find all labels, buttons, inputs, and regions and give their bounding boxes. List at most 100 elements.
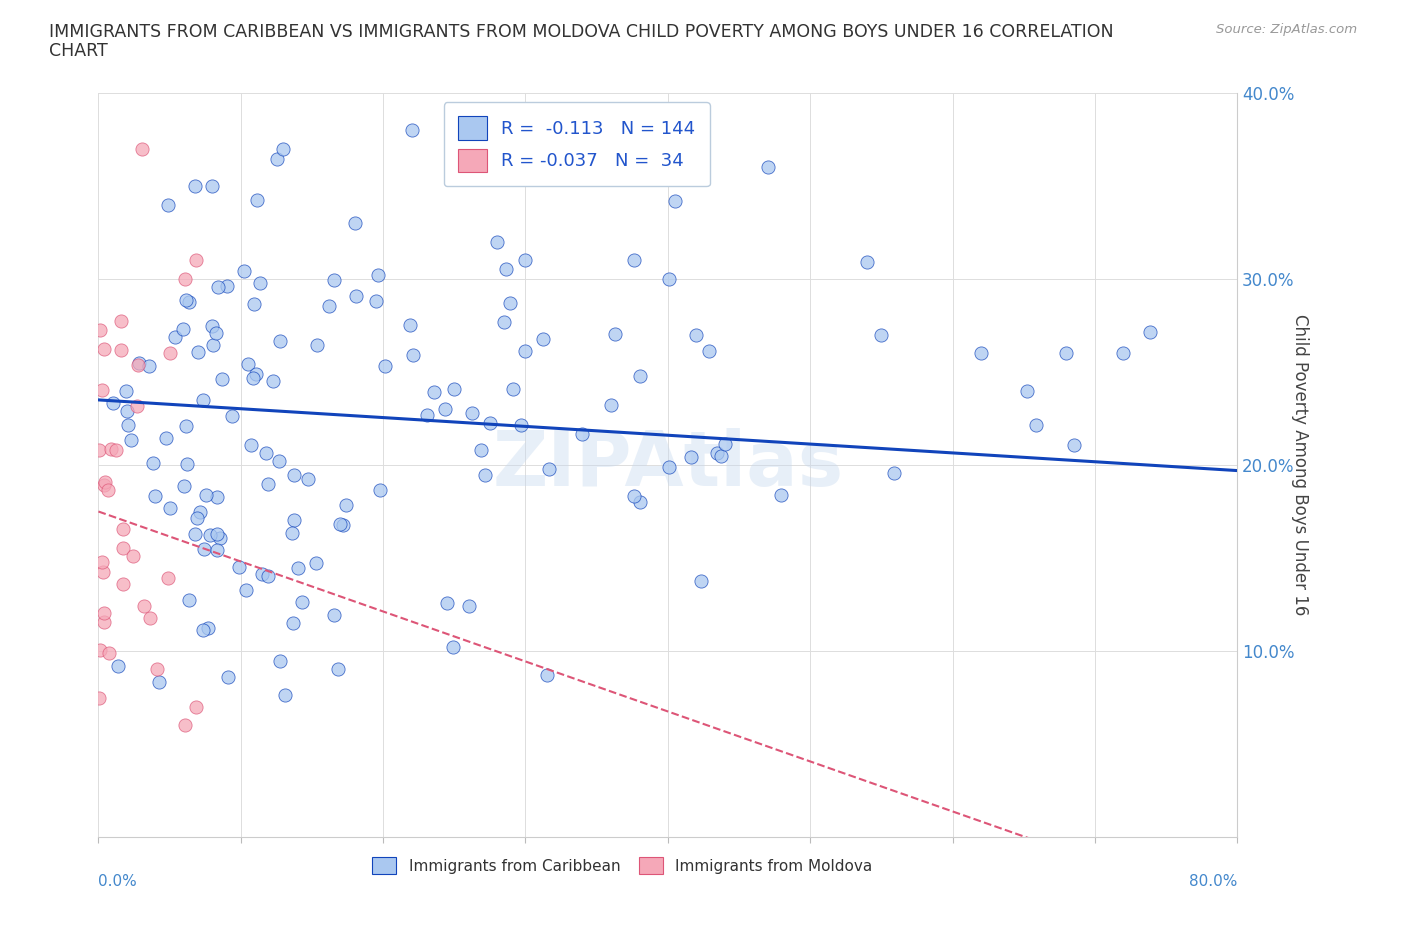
Point <box>191 393 214 408</box>
Point <box>148 674 170 689</box>
Point <box>262 373 284 388</box>
Point <box>297 472 319 486</box>
Point <box>207 279 229 294</box>
Point <box>101 395 124 410</box>
Point <box>323 272 346 287</box>
Point <box>250 566 273 581</box>
Point <box>266 152 288 166</box>
Point <box>470 443 492 458</box>
Legend: Immigrants from Caribbean, Immigrants from Moldova: Immigrants from Caribbean, Immigrants fr… <box>364 849 880 882</box>
Point <box>322 608 344 623</box>
Point <box>658 459 681 474</box>
Point <box>120 432 142 447</box>
Point <box>281 525 304 540</box>
Point <box>756 160 779 175</box>
Point <box>215 278 238 293</box>
Point <box>243 296 266 311</box>
Point <box>283 513 305 528</box>
Point <box>194 487 217 502</box>
Point <box>110 313 132 328</box>
Point <box>269 454 291 469</box>
Point <box>679 450 702 465</box>
Text: Source: ZipAtlas.com: Source: ZipAtlas.com <box>1216 23 1357 36</box>
Point <box>710 449 733 464</box>
Point <box>713 437 735 452</box>
Point <box>599 397 621 412</box>
Point <box>332 518 354 533</box>
Point <box>89 690 111 705</box>
Point <box>201 319 224 334</box>
Point <box>401 123 423 138</box>
Text: 0.0%: 0.0% <box>98 874 138 889</box>
Point <box>498 295 520 310</box>
Point <box>460 405 482 420</box>
Point <box>232 263 254 278</box>
Point <box>132 599 155 614</box>
Point <box>416 407 439 422</box>
Point <box>156 197 179 212</box>
Point <box>157 570 180 585</box>
Point <box>370 483 392 498</box>
Point <box>114 383 136 398</box>
Point <box>87 443 110 458</box>
Point <box>1063 438 1085 453</box>
Point <box>100 442 122 457</box>
Point <box>125 398 148 413</box>
Point <box>685 327 707 342</box>
Point <box>201 338 224 352</box>
Point <box>307 338 329 352</box>
Point <box>159 500 181 515</box>
Point <box>374 358 396 373</box>
Point <box>89 643 111 658</box>
Point <box>664 193 686 208</box>
Point <box>172 322 194 337</box>
Point <box>127 357 149 372</box>
Point <box>155 431 177 445</box>
Point <box>436 595 458 610</box>
Point <box>249 275 271 290</box>
Point <box>246 193 269 207</box>
Point <box>502 381 524 396</box>
Point <box>304 556 326 571</box>
Point <box>197 620 219 635</box>
Point <box>287 561 309 576</box>
Point <box>291 594 314 609</box>
Point <box>186 699 208 714</box>
Point <box>257 568 280 583</box>
Point <box>870 327 893 342</box>
Point <box>97 483 120 498</box>
Point <box>326 662 349 677</box>
Point <box>706 445 728 460</box>
Point <box>269 334 291 349</box>
Point <box>188 505 211 520</box>
Point <box>159 346 181 361</box>
Point <box>205 326 228 340</box>
Point <box>143 488 166 503</box>
Point <box>111 522 134 537</box>
Point <box>531 331 554 346</box>
Point <box>770 488 793 503</box>
Point <box>122 549 145 564</box>
Point <box>112 541 135 556</box>
Point <box>208 530 231 545</box>
Point <box>186 512 208 526</box>
Point <box>658 272 681 286</box>
Point <box>242 370 264 385</box>
Point <box>443 381 465 396</box>
Point <box>221 409 243 424</box>
Point <box>184 526 207 541</box>
Point <box>254 445 277 460</box>
Point <box>458 599 481 614</box>
Point <box>187 344 209 359</box>
Point <box>441 640 464 655</box>
Point <box>257 476 280 491</box>
Point <box>623 253 645 268</box>
Point <box>105 443 128 458</box>
Point <box>165 329 187 344</box>
Point <box>107 659 129 674</box>
Point <box>93 606 115 621</box>
Point <box>174 272 197 286</box>
Point <box>184 179 207 193</box>
Point <box>283 616 305 631</box>
Point <box>364 294 387 309</box>
